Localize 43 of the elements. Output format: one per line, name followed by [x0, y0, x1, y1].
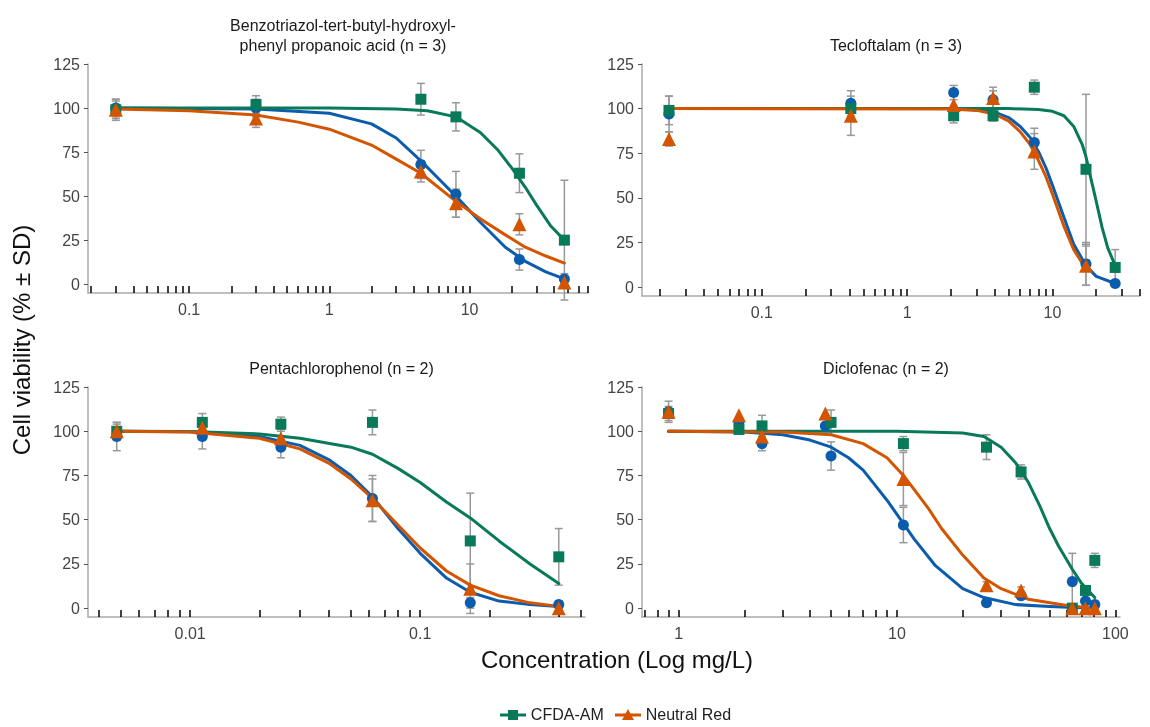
y-tick-label: 50 [62, 511, 81, 529]
x-tick-label: 10 [888, 624, 906, 642]
x-tick-label: 0.1 [177, 300, 201, 318]
y-tick-label: 50 [616, 189, 635, 207]
x-tick-label: 10 [460, 300, 479, 318]
y-tick-label: 25 [616, 233, 635, 251]
y-tick-label: 75 [62, 143, 81, 161]
y-tick-label: 75 [616, 144, 635, 162]
x-tick-label: 1 [674, 624, 684, 642]
y-tick-label: 25 [62, 555, 81, 573]
y-tick-label: 125 [53, 378, 81, 396]
y-tick-label: 0 [71, 275, 81, 293]
y-tick-label: 0 [625, 278, 635, 296]
x-tick-label: 0.1 [750, 303, 773, 321]
y-tick-label: 0 [625, 599, 635, 617]
chart-title: Benzotriazol-tert-butyl-hydroxyl- phenyl propanoic acid (n = 3) [230, 16, 456, 54]
y-tick-label: 50 [62, 187, 81, 205]
y-tick-label: 25 [62, 231, 81, 249]
chart-title: Tecloftalam (n = 3) [829, 36, 963, 54]
x-tick-label: 0.1 [409, 624, 432, 642]
y-tick-label: 75 [616, 466, 635, 484]
y-axis-title: Cell viability (% ± SD) [8, 224, 36, 456]
y-tick-label: 50 [616, 511, 635, 529]
chart-title: Diclofenac (n = 2) [823, 359, 949, 377]
x-tick-label: 1 [324, 300, 334, 318]
y-tick-label: 100 [607, 100, 635, 118]
x-tick-label: 0.01 [174, 624, 206, 642]
y-tick-label: 75 [62, 466, 81, 484]
y-tick-label: 100 [53, 422, 81, 440]
chart-title: Pentachlorophenol (n = 2) [249, 359, 434, 377]
legend-label: CFDA-AM [530, 706, 604, 724]
y-tick-label: 100 [607, 422, 635, 440]
x-axis-title: Concentration (Log mg/L) [480, 646, 754, 674]
x-tick-label: 100 [1102, 624, 1129, 642]
y-tick-label: 125 [53, 55, 81, 73]
y-tick-label: 0 [71, 599, 81, 617]
x-tick-label: 10 [1043, 303, 1062, 321]
y-tick-label: 25 [616, 555, 635, 573]
legend-label: Neutral Red [645, 706, 732, 724]
y-tick-label: 100 [53, 99, 81, 117]
y-tick-label: 125 [607, 378, 635, 396]
y-tick-label: 125 [607, 55, 635, 73]
x-tick-label: 1 [902, 303, 912, 321]
